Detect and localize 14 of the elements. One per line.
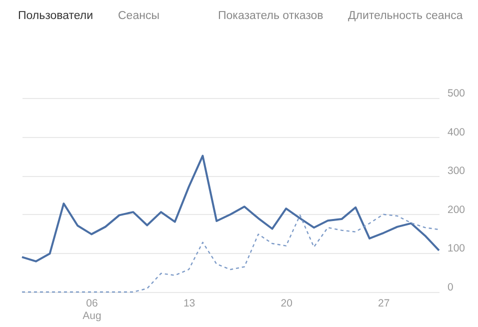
y-tick-label: 500 [448, 88, 466, 100]
y-tick-label: 400 [448, 126, 466, 138]
x-tick-label: 13 [183, 298, 196, 310]
x-tick-label: 06 Aug [82, 298, 102, 322]
text: Сеансы [118, 10, 160, 22]
y-tick-label: 100 [448, 242, 466, 255]
y-tick-label: 200 [448, 204, 466, 216]
text: Длительность сеанса [348, 10, 463, 22]
x-tick-label: 27 [378, 298, 390, 310]
text: Показатель отказов [218, 10, 324, 22]
text: Пользователи [18, 10, 94, 22]
y-tick-label: 0 [448, 282, 454, 294]
y-tick-label: 300 [448, 165, 466, 178]
x-tick-label: 20 [280, 298, 293, 310]
